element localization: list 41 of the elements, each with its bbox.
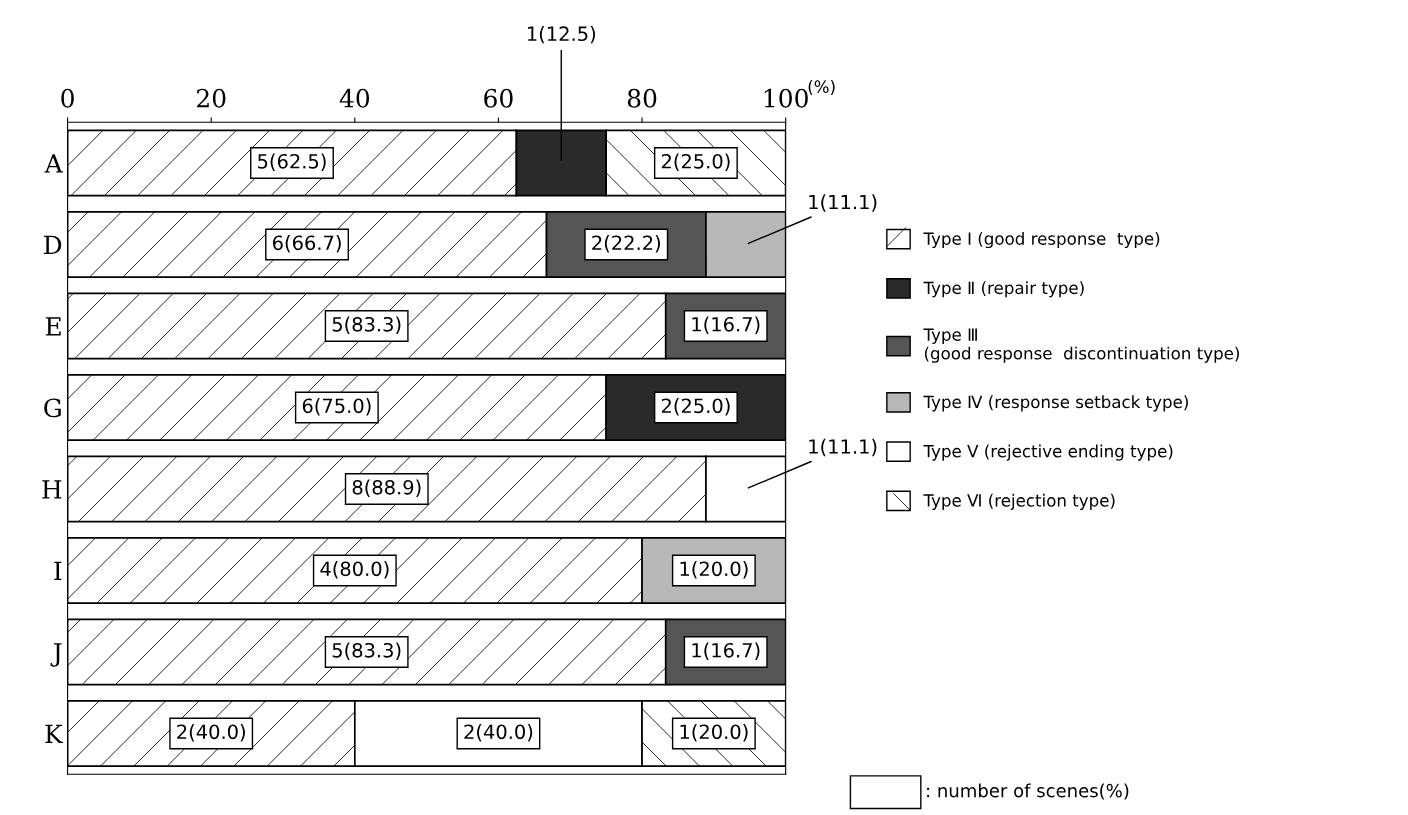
data-label: 2(25.0) xyxy=(661,398,730,416)
y-tick-label: I xyxy=(54,561,62,580)
legend-label: Type Ⅱ (repair type) xyxy=(923,281,1084,298)
data-label: 4(80.0) xyxy=(320,561,389,579)
x-tick-label: 20 xyxy=(196,88,226,108)
y-tick-label: H xyxy=(42,480,62,499)
x-tick-label: 40 xyxy=(339,88,370,108)
y-tick-label: G xyxy=(44,398,61,418)
legend-label: Type Ⅵ (rejection type) xyxy=(923,493,1115,510)
data-label: 2(25.0) xyxy=(661,153,730,171)
x-tick-label: 0 xyxy=(61,88,74,108)
y-tick-label: E xyxy=(45,317,61,336)
x-tick-label: 100 xyxy=(764,88,808,108)
y-tick-label: K xyxy=(45,724,64,743)
data-label: 1(12.5) xyxy=(527,26,596,44)
y-tick-label: J xyxy=(50,643,62,667)
data-label: 1(16.7) xyxy=(692,316,760,334)
legend-label: Type Ⅰ (good response type) xyxy=(923,231,1160,249)
data-label: 2(40.0) xyxy=(177,724,245,742)
y-tick-label: D xyxy=(44,235,62,254)
y-tick-label: A xyxy=(44,154,63,173)
data-label: 1(11.1) xyxy=(809,438,877,457)
text: : number of scenes(%) xyxy=(927,783,1129,800)
data-label: 5(83.3) xyxy=(332,316,401,334)
x-axis-title: (%) xyxy=(808,80,835,95)
data-label: 2(22.2) xyxy=(592,235,660,253)
data-label: 1(20.0) xyxy=(680,561,748,579)
x-tick-label: 60 xyxy=(484,88,513,108)
data-label: 1(20.0) xyxy=(680,724,748,742)
data-label: 5(83.3) xyxy=(332,642,401,660)
data-label: 2(40.0) xyxy=(464,724,533,742)
data-label: 5(62.5) xyxy=(258,153,326,171)
data-label: 8(88.9) xyxy=(352,479,421,497)
data-label: 1(16.7) xyxy=(692,642,760,660)
data-label: 6(66.7) xyxy=(273,235,341,253)
data-label: 1(11.1) xyxy=(809,194,877,212)
x-tick-label: 80 xyxy=(627,88,657,108)
data-label: 6(75.0) xyxy=(302,398,371,416)
legend-label: Type Ⅴ (rejective ending type) xyxy=(923,444,1173,461)
legend-label: Type Ⅳ (response setback type) xyxy=(923,395,1188,412)
legend-label: Type Ⅲ (good response discontinuation type) xyxy=(923,328,1239,363)
